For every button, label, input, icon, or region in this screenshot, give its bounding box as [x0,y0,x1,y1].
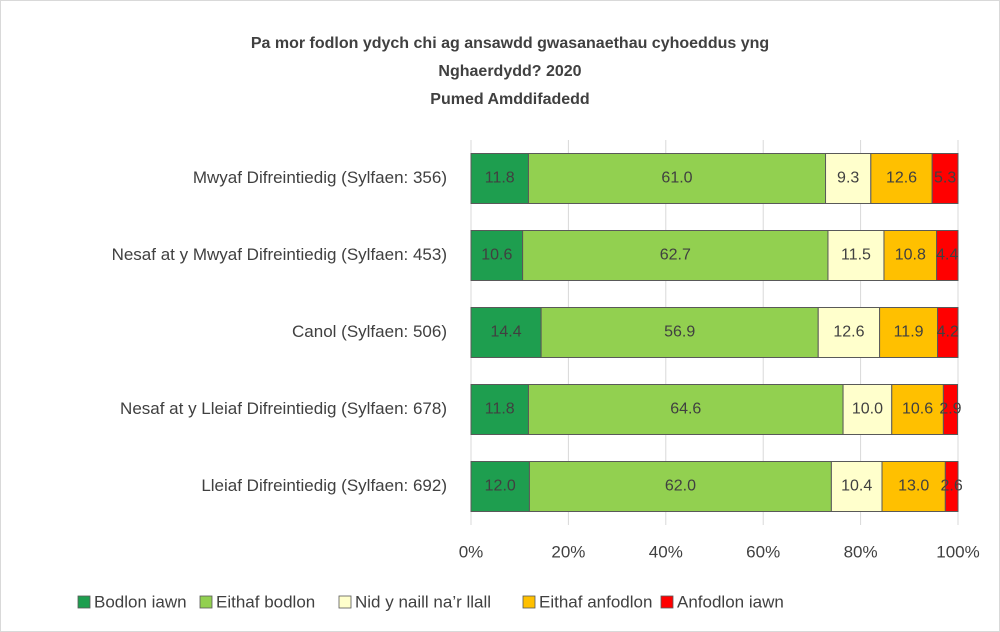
data-label: 5.3 [934,170,956,187]
data-label: 64.6 [670,401,701,418]
legend-swatch [338,595,352,609]
bar-segment [470,230,524,281]
bar-segment [817,307,881,358]
data-label: 10.0 [852,401,883,418]
bar-segment [522,230,829,281]
data-label: 4.2 [937,324,959,341]
x-tick-label: 20% [551,542,585,561]
chart-title: Pa mor fodlon ydych chi ag ansawdd gwasa… [251,35,769,52]
data-label: 12.0 [485,478,516,495]
bar-segment [944,461,959,512]
data-label: 12.6 [833,324,864,341]
bar-segment [827,230,885,281]
data-label: 11.8 [485,401,515,418]
bar-segment [470,307,542,358]
legend-swatch [199,595,213,609]
data-label: 61.0 [661,170,692,187]
bar-segment [870,153,933,204]
bar-segment [527,384,844,435]
legend-swatch [77,595,91,609]
data-label: 14.4 [490,324,521,341]
data-label: 10.4 [841,478,872,495]
data-label: 4.4 [936,247,958,264]
bar-segment [891,384,944,435]
data-label: 56.9 [664,324,695,341]
chart-title: Nghaerdydd? 2020 [438,63,581,80]
data-label: 9.3 [837,170,859,187]
data-label: 10.8 [895,247,926,264]
legend-swatch [660,595,674,609]
data-label: 11.9 [894,324,924,341]
data-label: 10.6 [902,401,933,418]
legend-swatch [522,595,536,609]
y-tick-label: Nesaf at y Lleiaf Difreintiedig (Sylfaen… [120,399,447,418]
chart-subtitle: Pumed Amddifadedd [430,91,589,108]
x-tick-label: 100% [936,542,979,561]
bar-segment [883,230,938,281]
legend-label: Eithaf anfodlon [539,592,652,611]
bar-segment [842,384,893,435]
legend-label: Nid y naill na’r llall [355,592,491,611]
data-label: 2.9 [939,401,961,418]
bar-segment [825,153,872,204]
y-tick-label: Nesaf at y Mwyaf Difreintiedig (Sylfaen:… [112,245,447,264]
data-label: 10.6 [481,247,512,264]
bar-segment [528,461,832,512]
x-tick-label: 0% [459,542,484,561]
x-tick-label: 60% [746,542,780,561]
bar-segment [470,461,530,512]
bar-segment [931,153,959,204]
y-tick-label: Mwyaf Difreintiedig (Sylfaen: 356) [193,168,447,187]
data-label: 12.6 [886,170,917,187]
legend-label: Eithaf bodlon [216,592,315,611]
x-tick-label: 40% [649,542,683,561]
legend-label: Bodlon iawn [94,592,187,611]
data-label: 11.8 [485,170,515,187]
x-tick-label: 80% [844,542,878,561]
data-label: 13.0 [898,478,929,495]
bar-segment [936,230,959,281]
y-tick-label: Lleiaf Difreintiedig (Sylfaen: 692) [201,476,447,495]
data-label: 11.5 [841,247,871,264]
data-label: 62.0 [665,478,696,495]
data-label: 2.6 [941,478,963,495]
data-label: 62.7 [660,247,691,264]
bar-segment [470,384,529,435]
bar-segment [937,307,959,358]
bar-segment [830,461,883,512]
bar-segment [942,384,959,435]
legend-label: Anfodlon iawn [677,592,784,611]
y-tick-label: Canol (Sylfaen: 506) [292,322,447,341]
